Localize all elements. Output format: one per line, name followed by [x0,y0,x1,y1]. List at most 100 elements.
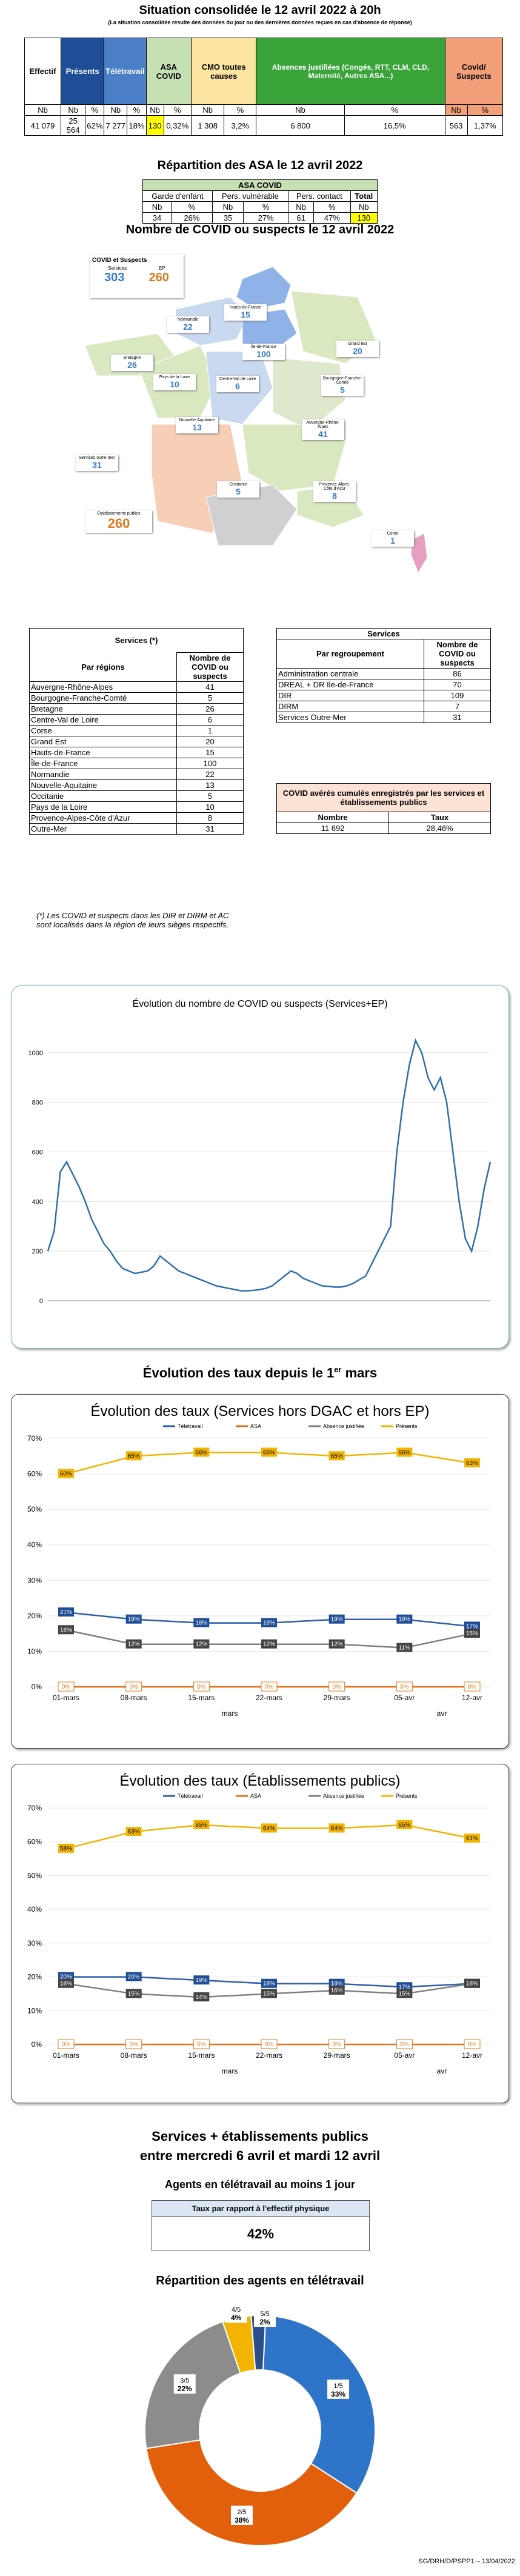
data-label: 21% [60,1609,72,1616]
map-region-label: Provence-Alpes-Côte d'Azur 8 [313,481,356,502]
region-name: Auvergne-Rhône-Alpes [29,681,177,693]
map-region-value: 5 [340,385,345,395]
month-label: avr [437,1709,447,1718]
data-label: 60% [60,1471,72,1478]
data-label: 20% [60,1974,72,1981]
data-label: 64% [263,1825,275,1832]
region-occitanie [205,484,298,546]
x-tick-label: 05-avr [394,1693,415,1702]
y-tick-label: 1000 [28,1050,43,1057]
map-region-name: Services outre-mer [79,456,115,460]
y-tick-label: 40% [27,1541,42,1549]
data-label: 18% [466,1981,478,1987]
data-label-box [328,1614,345,1624]
data-label-box [464,1978,480,1988]
data-label: 0% [62,2041,71,2048]
asa-group: Total [350,190,378,202]
service-name: Administration centrale [276,668,424,679]
situation-value: 130 [145,115,164,136]
map-region-label: Bretagne 26 [111,355,153,371]
data-label-box [58,2039,75,2049]
asa-subhead: % [313,201,351,213]
asa-title: Répartition des ASA le 12 avril 2022 [157,159,363,172]
data-label: 17% [398,1984,410,1990]
data-label: 16% [331,1987,343,1994]
data-label: 12% [128,1641,140,1648]
pie-label-value: 33% [331,2390,345,2398]
data-label: 0% [62,1684,71,1690]
data-label: 15% [398,1990,410,1997]
table-row: Bourgogne-Franche-Comté 5 [29,692,244,704]
situation-subhead: Nb [256,104,345,116]
month-label: avr [437,2067,447,2075]
data-label-box [328,1681,345,1692]
situation-value: 3,2% [224,115,257,136]
pie-label-value: 4% [231,2314,242,2322]
map-region-name: Établissements publics [97,512,141,516]
series-line [47,1038,492,1292]
situation-value: 25 564 [60,115,86,136]
map-region-label: Grand Est 20 [336,341,379,357]
month-label: mars [222,2067,238,2075]
data-label: 0% [332,1684,341,1690]
pie-label-category: 1/5 [333,2383,342,2390]
table-row: Bretagne 26 [29,703,244,715]
data-label-box [193,1447,210,1457]
x-tick-label: 01-mars [53,2051,79,2060]
asa-value: 130 [350,212,378,224]
map-region-value: 260 [107,516,130,531]
data-label-box [125,1827,142,1836]
pie-label-box [225,2303,247,2323]
x-tick-label: 12-avr [462,2051,482,2060]
data-label: 0% [400,2041,409,2048]
x-tick-label: 01-mars [53,1693,79,1702]
y-tick-label: 10% [27,1647,42,1655]
pie-title: Répartition des agents en télétravail [156,2274,364,2287]
map-region-label: Établissements publics 260 [85,510,152,533]
col-absences: Absences justifiées (Congés, RTT, CLM, C… [256,38,445,105]
data-label-box [396,1447,413,1457]
teletravail-box-value: 42% [247,2226,275,2241]
data-label-box [464,1621,480,1631]
map-region-name: Grand Est [348,342,367,346]
map-region-value: 20 [353,346,362,356]
asa-group: Garde d'enfant [142,190,213,202]
pie-label-category: 4/5 [232,2306,241,2314]
map-region-name: Île-de-France [251,345,276,349]
service-name: DIRM [276,701,424,712]
asa-value: 26% [171,212,213,224]
y-tick-label: 30% [27,1576,42,1584]
table-row: Île-de-France 100 [29,758,244,769]
data-label: 66% [398,1449,410,1456]
data-label: 66% [195,1449,207,1456]
legend-label: Télétravail [178,1793,203,1799]
evolution-chart: 0 200 400 600 800 1000 [28,1038,492,1305]
table-row: Centre-Val de Loire 6 [29,714,244,726]
teletravail-box-label: Taux par rapport à l'effectif physique [152,2201,369,2217]
x-tick-label: 22-mars [256,2051,282,2060]
data-label-box [125,2039,142,2049]
data-label-box [261,1823,277,1833]
data-label-box [396,1643,413,1652]
data-label-box [193,1820,210,1829]
data-label: 0% [129,1684,138,1690]
legend-label: Télétravail [178,1423,203,1429]
table-row: Administration centrale 86 [276,668,491,679]
data-label: 19% [331,1617,343,1623]
data-label: 0% [129,2041,138,2048]
map-region-label: Occitanie 5 [217,481,259,498]
asa-subhead: Nb [142,201,172,213]
map-region-value: 41 [318,429,328,439]
services-table-col1: Par regroupement [276,639,424,669]
pie-label-box [254,2307,276,2327]
region-value: 15 [176,747,244,758]
map-legend-services: Services [108,265,127,271]
region-value: 22 [176,769,244,780]
region-value: 20 [176,736,244,747]
region-name: Pays de la Loire [29,801,177,813]
table-row: Pays de la Loire 10 [29,801,244,813]
data-label: 66% [263,1449,275,1456]
y-tick-label: 800 [32,1099,43,1107]
region-name: Corse [29,725,177,736]
table-row: Hauts-de-France 15 [29,747,244,758]
